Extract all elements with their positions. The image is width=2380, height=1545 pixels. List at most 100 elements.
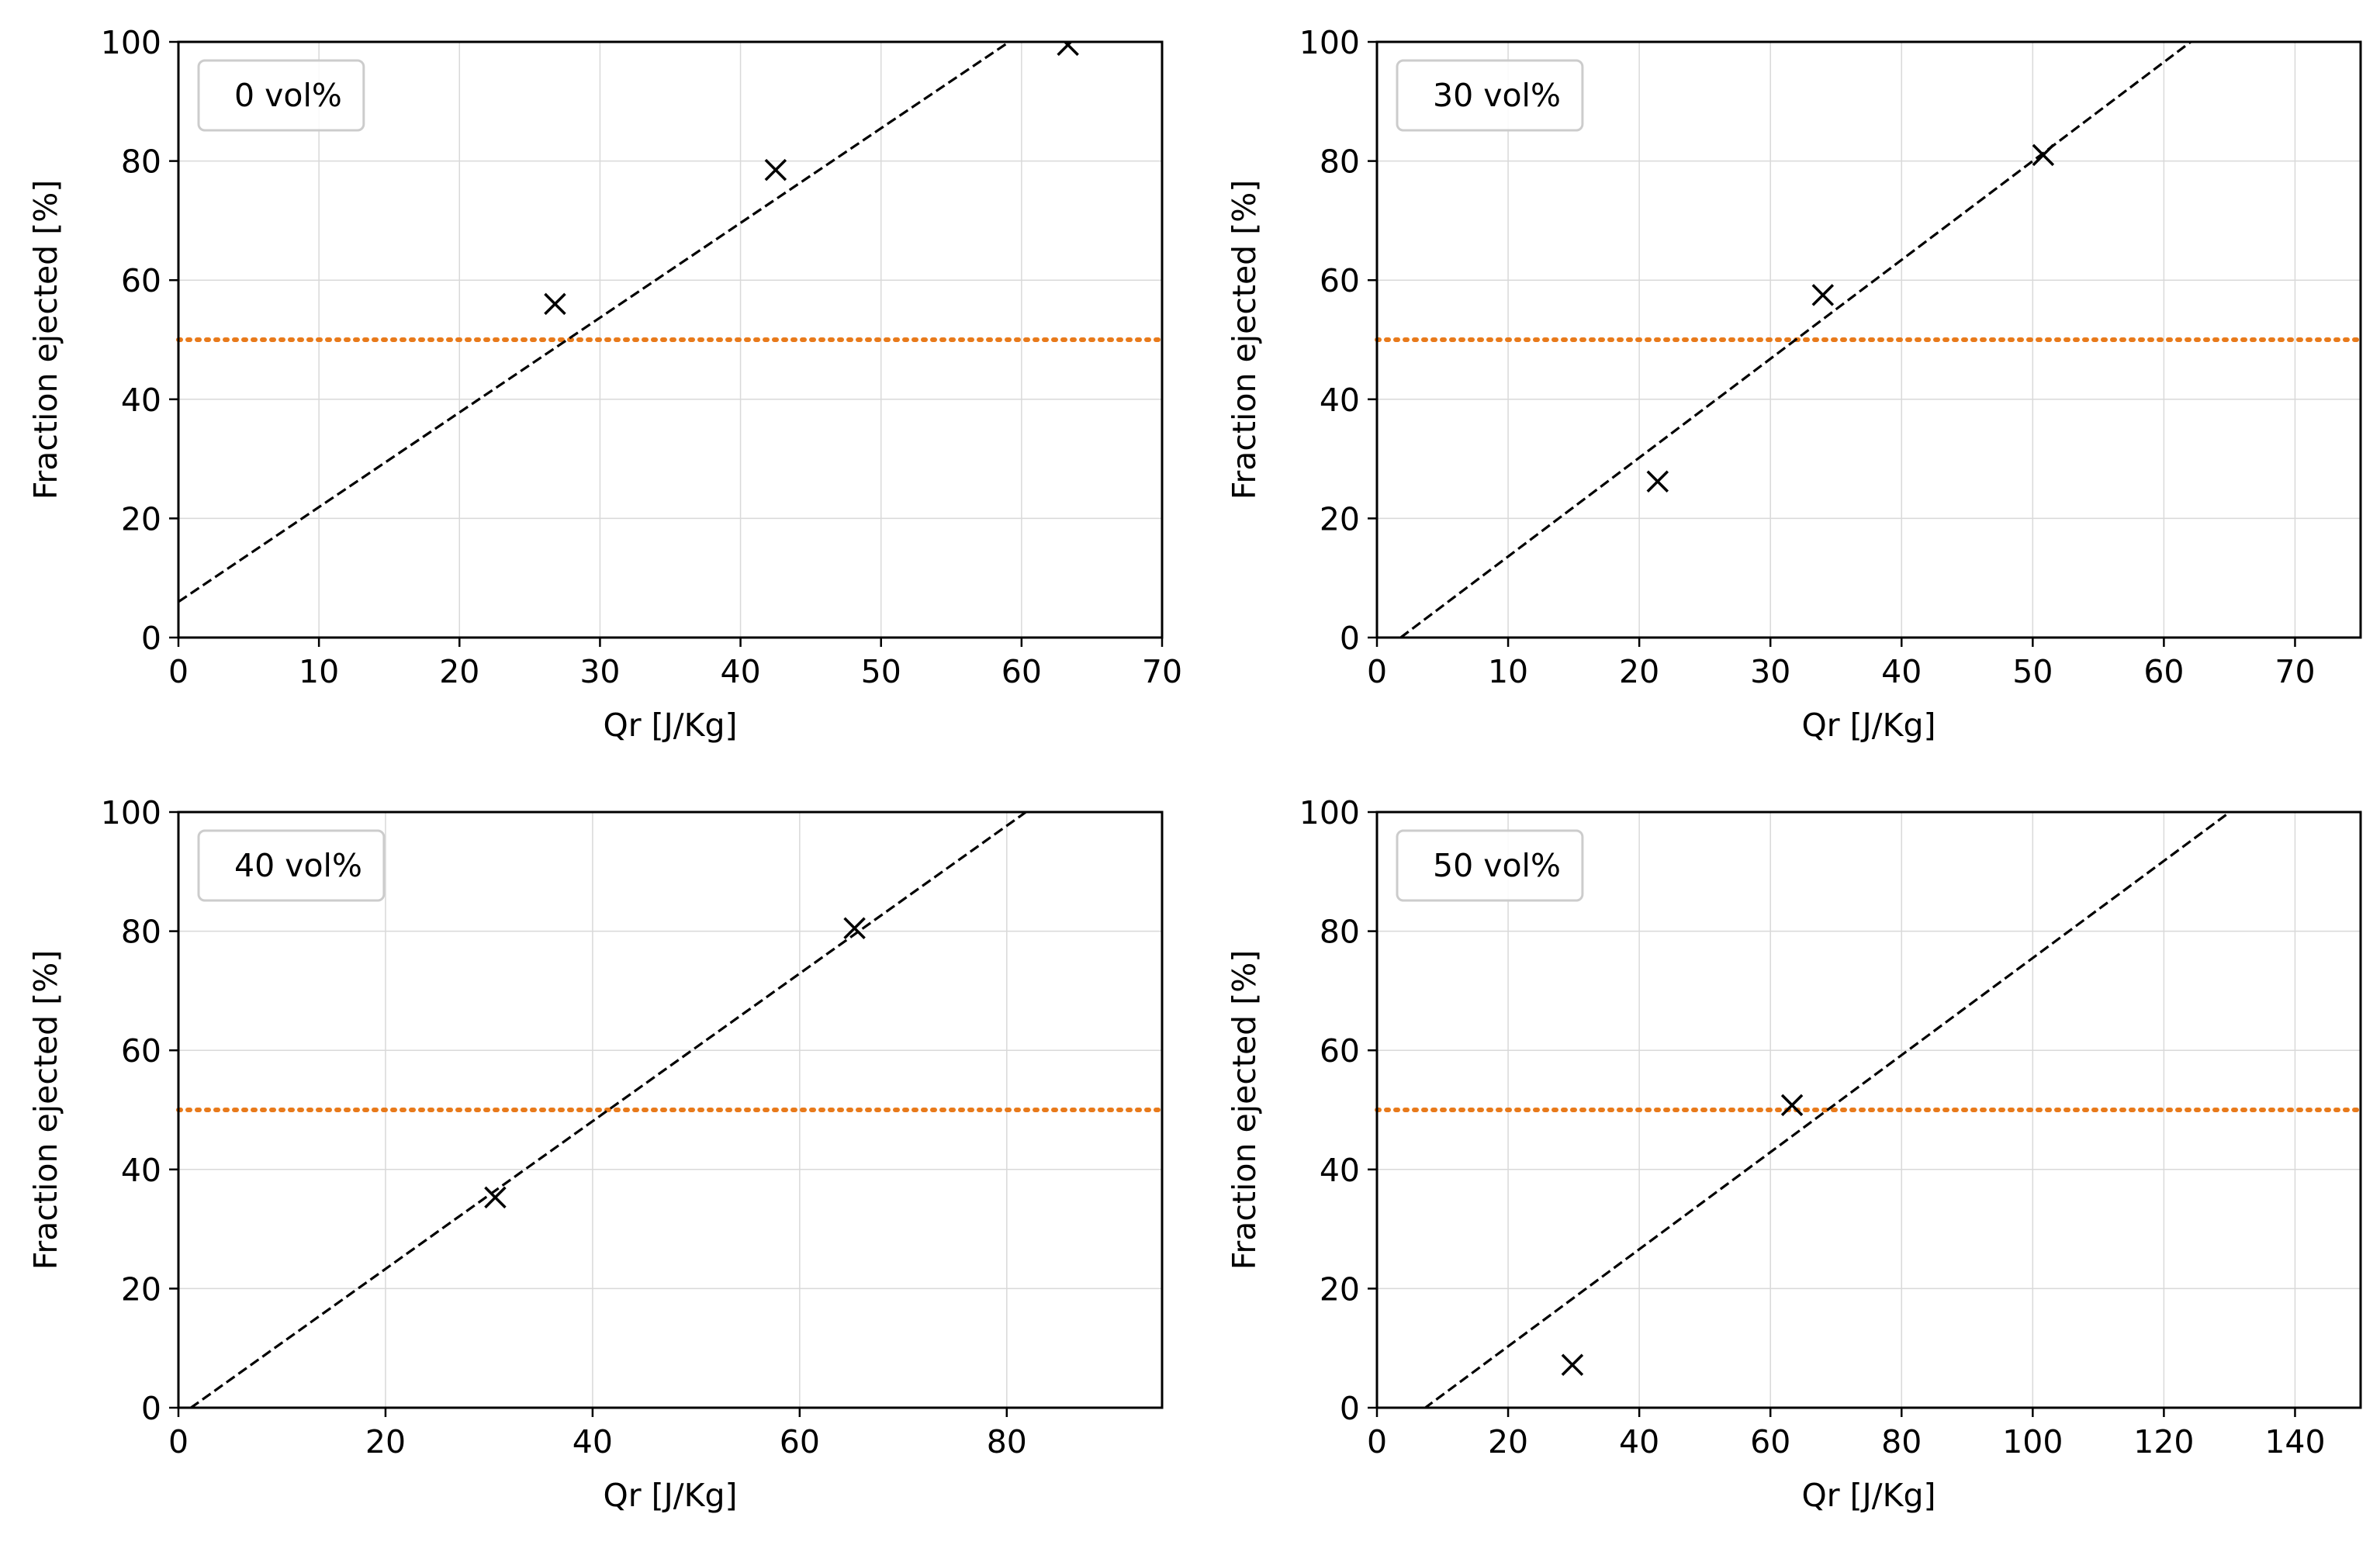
data-point-2 [1811, 284, 1835, 306]
marker-stroke [1811, 284, 1835, 306]
y-tick-label: 20 [1320, 500, 1360, 537]
chart-panel-3: 0 20 40 60 80 0 20 40 60 80 100 Qr [J/Kg] Fraction e… [27, 794, 1164, 1514]
legend-label: 40 vol% [234, 847, 362, 884]
y-tick-label: 20 [1320, 1270, 1360, 1308]
x-axis-label: Qr [J/Kg] [1802, 1477, 1936, 1514]
marker-stroke [2032, 143, 2055, 167]
legend-box [197, 829, 386, 902]
x-tick-label: 60 [780, 1423, 820, 1460]
data-point-3 [1057, 42, 1079, 57]
x-tick-label: 20 [1488, 1423, 1528, 1460]
x-tick-label: 0 [168, 653, 189, 690]
y-tick-label: 40 [121, 1152, 161, 1189]
x-tick-label: 0 [1367, 653, 1387, 690]
legend-label: 30 vol% [1433, 77, 1561, 114]
axes-frame [1375, 40, 2362, 639]
y-tick-label: 80 [121, 914, 161, 951]
x-axis-label: Qr [J/Kg] [1802, 707, 1936, 744]
data-point-3 [2032, 143, 2055, 167]
axes-frame [177, 811, 1164, 1409]
x-tick-label: 140 [2264, 1423, 2325, 1460]
x-tick-label: 40 [720, 653, 760, 690]
x-tick-label: 100 [2002, 1423, 2063, 1460]
legend-box [197, 59, 365, 132]
legend-label: 50 vol% [1433, 847, 1561, 884]
marker-stroke [843, 917, 866, 939]
y-tick-label: 40 [1320, 1152, 1360, 1189]
y-tick-label: 20 [121, 500, 161, 537]
axes-frame [1375, 811, 2362, 1409]
x-tick-label: 70 [2274, 653, 2315, 690]
marker-stroke [1646, 470, 1669, 493]
y-axis-label: Fraction ejected [%] [1226, 180, 1263, 499]
fit-line [178, 42, 1012, 603]
x-tick-label: 30 [1750, 653, 1790, 690]
data-point-2 [764, 158, 787, 181]
chart-panel-1: 0 10 20 30 40 50 60 70 0 20 40 60 80 100 Qr [J/Kg] Frac… [27, 24, 1182, 744]
legend: 30 vol% [1396, 59, 1584, 132]
x-tick-label: 0 [1367, 1423, 1387, 1460]
legend-label: 0 vol% [234, 77, 342, 114]
y-tick-label: 80 [1320, 914, 1360, 951]
legend: 0 vol% [197, 59, 365, 132]
x-tick-label: 40 [573, 1423, 613, 1460]
x-tick-label: 20 [365, 1423, 406, 1460]
axes-frame [177, 40, 1164, 639]
y-tick-label: 40 [1320, 382, 1360, 419]
x-tick-label: 80 [1881, 1423, 1922, 1460]
fit-line [189, 812, 1029, 1408]
y-tick-label: 60 [1320, 262, 1360, 299]
x-tick-label: 60 [1001, 653, 1042, 690]
marker-stroke [764, 158, 787, 181]
data-point-2 [843, 917, 866, 939]
x-tick-label: 60 [1750, 1423, 1790, 1460]
y-tick-label: 0 [1340, 620, 1360, 657]
y-tick-label: 60 [121, 1032, 161, 1070]
y-tick-label: 0 [141, 620, 161, 657]
y-axis-label: Fraction ejected [%] [1226, 950, 1263, 1270]
x-tick-label: 10 [299, 653, 339, 690]
y-axis-label: Fraction ejected [%] [27, 180, 64, 499]
data-point-1 [1646, 470, 1669, 493]
marker-stroke [1057, 42, 1073, 57]
y-tick-label: 80 [1320, 143, 1360, 181]
y-tick-label: 80 [121, 143, 161, 181]
marker-stroke [544, 292, 566, 316]
x-tick-label: 50 [861, 653, 901, 690]
legend-box [1396, 59, 1584, 132]
x-tick-label: 40 [1881, 653, 1922, 690]
y-tick-label: 0 [141, 1390, 161, 1427]
y-tick-label: 0 [1340, 1390, 1360, 1427]
x-tick-label: 20 [439, 653, 479, 690]
chart-panel-4: 0 20 40 60 80 100 120 140 0 20 40 60 80 100 Qr [J/Kg] F… [1226, 794, 2363, 1514]
data-point-2 [1780, 1094, 1804, 1117]
y-tick-label: 100 [1299, 794, 1360, 831]
y-tick-label: 100 [101, 24, 161, 61]
y-tick-label: 60 [121, 262, 161, 299]
marker-stroke [1561, 1353, 1584, 1376]
chart-panel-2: 0 10 20 30 40 50 60 70 0 20 40 60 80 100 Qr [J/Kg] Frac… [1226, 24, 2363, 744]
marker-stroke [484, 1186, 507, 1209]
y-tick-label: 40 [121, 382, 161, 419]
y-tick-label: 20 [121, 1270, 161, 1308]
x-tick-label: 30 [579, 653, 620, 690]
x-tick-label: 0 [168, 1423, 189, 1460]
y-tick-label: 60 [1320, 1032, 1360, 1070]
legend: 40 vol% [197, 829, 386, 902]
x-tick-label: 60 [2143, 653, 2184, 690]
y-tick-label: 100 [1299, 24, 1360, 61]
legend-box [1396, 829, 1584, 902]
fit-line [1423, 812, 2233, 1408]
marker-stroke [1780, 1094, 1804, 1117]
x-tick-label: 80 [987, 1423, 1027, 1460]
x-tick-label: 70 [1142, 653, 1182, 690]
x-axis-label: Qr [J/Kg] [604, 707, 738, 744]
y-axis-label: Fraction ejected [%] [27, 950, 64, 1270]
x-tick-label: 10 [1488, 653, 1528, 690]
x-tick-label: 40 [1619, 1423, 1659, 1460]
data-point-1 [1561, 1353, 1584, 1376]
y-tick-label: 100 [101, 794, 161, 831]
x-tick-label: 120 [2133, 1423, 2194, 1460]
data-point-1 [484, 1186, 507, 1209]
